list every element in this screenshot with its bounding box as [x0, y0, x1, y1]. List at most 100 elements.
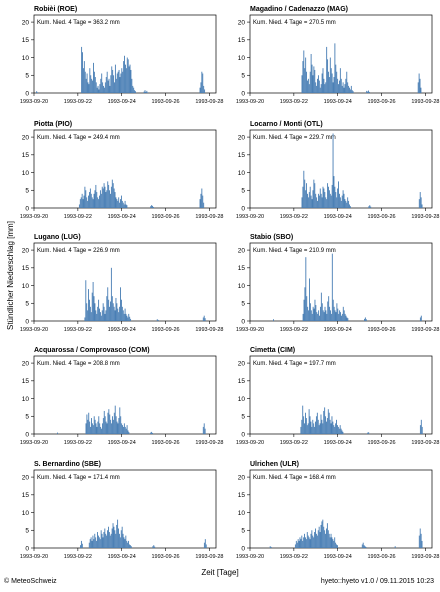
precip-bar [204, 539, 206, 548]
precip-bar [342, 431, 344, 434]
precip-bar [339, 68, 341, 93]
precip-bar [312, 306, 314, 321]
precip-bar [97, 306, 99, 321]
precip-bar [129, 544, 130, 548]
x-tick-label: 1993-09-24 [324, 327, 352, 333]
precip-bar [323, 188, 325, 208]
panel-annotation: Kum. Nied. 4 Tage = 363.2 mm [37, 20, 120, 26]
precip-bar [111, 66, 113, 93]
panel-title: S. Bernardino (SBE) [34, 461, 101, 468]
precip-bar [110, 186, 112, 208]
precip-bar [150, 206, 152, 208]
precip-bar [116, 421, 118, 434]
precip-bar [85, 190, 87, 208]
precip-bar [333, 306, 335, 321]
precip-bar [127, 59, 129, 93]
precip-bar [316, 535, 318, 548]
precip-bar [370, 206, 372, 208]
precip-bar [129, 64, 131, 93]
precip-bar [330, 195, 332, 208]
precip-bar [107, 80, 109, 93]
precip-bar [337, 188, 339, 208]
precip-bar [114, 310, 116, 321]
precip-bar [86, 303, 88, 321]
precip-bar [101, 423, 103, 434]
precip-bar [125, 204, 127, 208]
precip-bar [309, 278, 310, 321]
precip-bar [89, 306, 91, 321]
precip-bar [302, 313, 304, 321]
precip-bar [103, 532, 105, 548]
precip-bar [201, 71, 203, 93]
precip-bar [111, 296, 113, 321]
precip-bar [311, 64, 313, 93]
precip-bar [319, 532, 321, 548]
precip-bar [101, 310, 103, 321]
precip-bar [308, 537, 310, 548]
precip-bar [313, 179, 315, 208]
chart-panel: S. Bernardino (SBE) Kum. Nied. 4 Tage = 1… [20, 461, 224, 560]
y-tick-label: 0 [241, 90, 245, 97]
precip-bar [81, 193, 83, 208]
precip-bar [82, 199, 84, 208]
y-tick-label: 15 [238, 378, 246, 385]
precip-bar [311, 199, 313, 208]
precip-bar [310, 421, 312, 434]
precip-bar [322, 68, 324, 93]
precip-bar [320, 524, 322, 548]
precip-bar [134, 90, 136, 93]
precip-bar [95, 537, 97, 548]
precip-bar [130, 546, 132, 548]
precip-bar [100, 426, 102, 434]
precip-bar [339, 197, 341, 208]
precip-bar [111, 528, 113, 548]
precip-bar [328, 186, 329, 208]
y-tick-label: 10 [238, 283, 246, 290]
precip-bar [110, 267, 112, 321]
precip-bar [99, 190, 101, 208]
precip-bar [104, 186, 106, 208]
precip-bar [308, 84, 310, 93]
precip-bar [341, 85, 343, 93]
precip-bar [88, 84, 90, 93]
precip-bar [92, 535, 94, 548]
precip-bar [325, 533, 327, 548]
precip-bar [124, 426, 126, 434]
precip-bar [127, 430, 129, 434]
precip-bar [113, 306, 115, 321]
precip-bar [347, 82, 349, 93]
precip-bar [347, 318, 349, 321]
precip-bar [101, 428, 102, 434]
precip-bar [421, 426, 423, 434]
precip-bar [327, 301, 329, 321]
precip-bar [95, 423, 97, 434]
precip-bar [307, 80, 308, 93]
precip-bar [101, 73, 103, 93]
precip-bar [154, 546, 156, 548]
precip-bar [341, 315, 342, 321]
precip-bar [127, 542, 129, 548]
precip-bar [321, 197, 323, 208]
precip-bar [110, 301, 111, 321]
panel-title: Stabio (SBO) [250, 234, 293, 241]
precip-bar [88, 542, 90, 548]
precip-bar [314, 69, 316, 93]
precip-bar [314, 426, 316, 434]
precip-bar [93, 62, 94, 93]
y-tick-label: 15 [238, 492, 246, 499]
panel-annotation: Kum. Nied. 4 Tage = 197.7 mm [253, 361, 336, 367]
precip-bar [95, 310, 97, 321]
precip-bar [126, 57, 128, 93]
precip-bar [113, 188, 115, 208]
plot-frame [33, 355, 217, 435]
precip-bar [336, 544, 337, 548]
precip-bar [307, 535, 309, 548]
precip-bar [313, 423, 315, 434]
precip-bar [93, 193, 95, 208]
y-tick-label: 15 [22, 152, 30, 159]
precip-bar [96, 87, 98, 93]
precip-bar [91, 197, 93, 208]
chart-panel: Acquarossa / Comprovasco (COM) Kum. Nied.… [20, 347, 224, 446]
precip-bar [91, 423, 93, 434]
precip-bar [330, 68, 332, 93]
